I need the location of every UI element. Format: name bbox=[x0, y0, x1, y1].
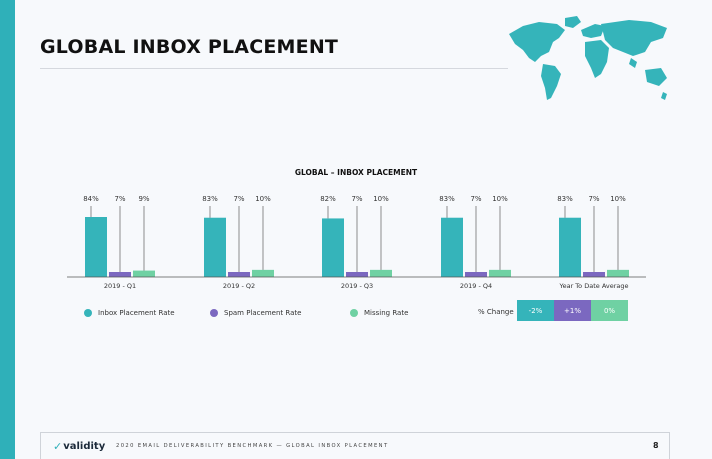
bar-missing-2 bbox=[370, 269, 392, 277]
data-label-0-3: 83% bbox=[439, 195, 455, 203]
footer-text: 2020 EMAIL DELIVERABILITY BENCHMARK — GL… bbox=[116, 443, 389, 449]
data-label-2-3: 10% bbox=[492, 195, 508, 203]
chart-title: GLOBAL – INBOX PLACEMENT bbox=[295, 168, 418, 177]
bar-spam-0 bbox=[109, 272, 131, 277]
change-spam-box: +1% bbox=[554, 300, 591, 321]
checkmark-icon: ✓ bbox=[53, 440, 63, 453]
data-label-1-1: 7% bbox=[233, 195, 244, 203]
validity-logo: ✓ validity bbox=[53, 440, 105, 453]
bar-inbox-3 bbox=[441, 217, 463, 277]
bar-inbox-4 bbox=[559, 217, 581, 277]
data-label-1-3: 7% bbox=[470, 195, 481, 203]
left-accent-bar bbox=[0, 0, 15, 459]
data-label-0-0: 84% bbox=[83, 195, 99, 203]
data-label-0-1: 83% bbox=[202, 195, 218, 203]
brand-name: validity bbox=[63, 441, 106, 452]
legend-missing: Missing Rate bbox=[350, 307, 408, 319]
data-label-1-0: 7% bbox=[114, 195, 125, 203]
bar-spam-1 bbox=[228, 272, 250, 277]
bar-inbox-1 bbox=[204, 217, 226, 277]
data-label-2-4: 10% bbox=[610, 195, 626, 203]
bar-missing-4 bbox=[607, 269, 629, 277]
bar-spam-2 bbox=[346, 272, 368, 277]
legend-inbox-label: Inbox Placement Rate bbox=[98, 309, 175, 317]
bar-missing-3 bbox=[489, 269, 511, 277]
data-label-2-2: 10% bbox=[373, 195, 389, 203]
bar-inbox-2 bbox=[322, 218, 344, 277]
category-label-3: 2019 - Q4 bbox=[460, 282, 492, 290]
data-label-1-4: 7% bbox=[588, 195, 599, 203]
bar-inbox-0 bbox=[85, 217, 107, 277]
data-label-0-4: 83% bbox=[557, 195, 573, 203]
world-map-graphic bbox=[509, 16, 667, 100]
bar-missing-1 bbox=[252, 269, 274, 277]
data-label-2-1: 10% bbox=[255, 195, 271, 203]
legend-missing-label: Missing Rate bbox=[364, 309, 409, 317]
percent-change-label: % Change bbox=[478, 308, 514, 316]
bar-spam-3 bbox=[465, 272, 487, 277]
change-inbox-box: -2% bbox=[517, 300, 554, 321]
legend-spam-swatch bbox=[210, 309, 218, 317]
category-label-2: 2019 - Q3 bbox=[341, 282, 373, 290]
legend-inbox-swatch bbox=[84, 309, 92, 317]
title-divider bbox=[40, 68, 508, 69]
legend-missing-swatch bbox=[350, 309, 358, 317]
category-label-4: Year To Date Average bbox=[558, 282, 628, 290]
data-label-2-0: 9% bbox=[138, 195, 149, 203]
legend-spam-label: Spam Placement Rate bbox=[224, 309, 302, 317]
bar-missing-0 bbox=[133, 270, 155, 277]
page-title: GLOBAL INBOX PLACEMENT bbox=[40, 36, 339, 58]
category-label-1: 2019 - Q2 bbox=[223, 282, 255, 290]
page-number: 8 bbox=[653, 441, 659, 450]
bar-spam-4 bbox=[583, 272, 605, 277]
footer: ✓ validity 2020 EMAIL DELIVERABILITY BEN… bbox=[40, 432, 670, 459]
data-label-0-2: 82% bbox=[320, 195, 336, 203]
category-label-0: 2019 - Q1 bbox=[104, 282, 136, 290]
legend-spam: Spam Placement Rate bbox=[210, 307, 301, 319]
change-missing-box: 0% bbox=[591, 300, 628, 321]
data-label-1-2: 7% bbox=[351, 195, 362, 203]
legend-inbox: Inbox Placement Rate bbox=[84, 307, 175, 319]
